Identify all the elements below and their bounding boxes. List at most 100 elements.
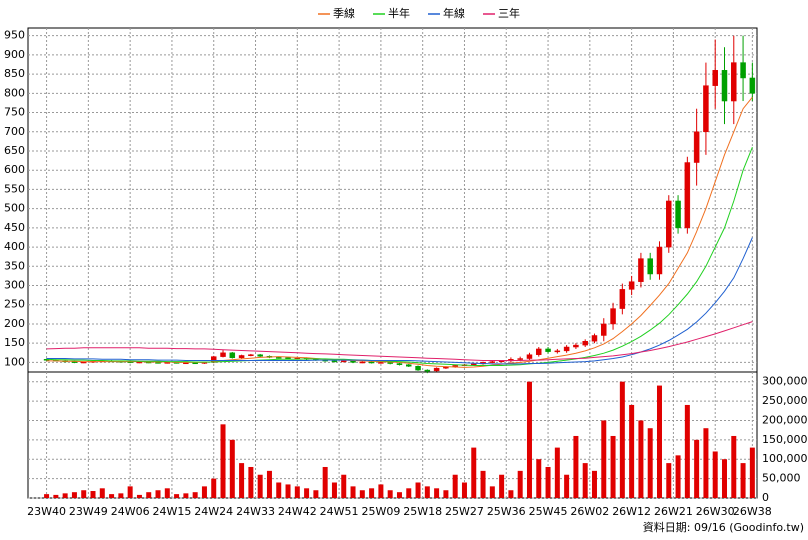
volume-bar — [155, 490, 161, 498]
y2-tick-label: 50,000 — [762, 472, 801, 485]
candle-body — [489, 361, 496, 363]
y-tick-label: 850 — [4, 67, 25, 80]
volume-bar — [489, 486, 495, 498]
volume-bar — [573, 435, 579, 498]
volume-bar — [71, 492, 77, 498]
volume-bar — [703, 428, 709, 498]
volume-bar — [304, 488, 310, 498]
volume-bar — [499, 474, 505, 498]
volume-bar — [694, 439, 700, 498]
x-tick-label: 25W36 — [487, 505, 526, 518]
ma-line — [46, 147, 753, 366]
footer: 資料日期: 09/16 (Goodinfo.tw) — [643, 520, 804, 534]
volume-bar — [536, 459, 542, 498]
candle-body — [192, 362, 198, 365]
ma-line — [46, 96, 753, 368]
x-tick-label: 25W45 — [529, 505, 568, 518]
volume-bar — [285, 484, 291, 498]
volume-bar — [266, 470, 272, 498]
candle-body — [628, 281, 635, 290]
y-tick-label: 300 — [4, 279, 25, 292]
volume-bar — [647, 428, 653, 498]
y-tick-label: 200 — [4, 317, 25, 330]
candle-body — [443, 366, 449, 369]
candle-body — [340, 360, 347, 363]
x-tick-label: 26W21 — [654, 505, 693, 518]
volume-bar — [359, 490, 365, 498]
y-tick-label: 550 — [4, 182, 25, 195]
volume-bar — [601, 420, 607, 498]
y-tick-label: 950 — [4, 29, 25, 42]
candle-body — [666, 200, 672, 248]
volume-bar — [721, 459, 727, 498]
candle-body — [433, 367, 440, 372]
candle-body — [573, 344, 579, 348]
x-tick-label: 25W09 — [361, 505, 400, 518]
candle-body — [693, 131, 700, 163]
legend-label: 年線 — [443, 6, 465, 20]
y-tick-label: 250 — [4, 298, 25, 311]
volume-bar — [629, 404, 635, 498]
volume-bar — [610, 435, 616, 498]
volume-bar — [369, 488, 375, 498]
x-tick-label: 24W33 — [236, 505, 275, 518]
volume-bar — [118, 493, 124, 498]
candle-body — [378, 362, 384, 364]
volume-bar — [81, 490, 87, 498]
x-tick-label: 25W27 — [445, 505, 484, 518]
y-tick-label: 800 — [4, 86, 25, 99]
candle-body — [721, 70, 728, 102]
y-tick-label: 100 — [4, 355, 25, 368]
candle-body — [257, 354, 263, 357]
candle-body — [749, 77, 756, 94]
candle-body — [396, 363, 403, 365]
candle-body — [229, 352, 236, 359]
y2-tick-label: 150,000 — [762, 433, 808, 446]
candle-body — [545, 348, 551, 352]
candle-body — [647, 258, 653, 275]
legend-label: 半年 — [388, 6, 410, 20]
candle-body — [248, 354, 254, 356]
y2-tick-label: 0 — [762, 491, 769, 504]
x-tick-label: 24W51 — [320, 505, 359, 518]
volume-bar — [396, 492, 402, 498]
volume-bar — [53, 494, 59, 498]
candle-body — [619, 289, 626, 309]
ma-line — [46, 321, 753, 361]
y-tick-label: 600 — [4, 163, 25, 176]
candle-body — [238, 355, 245, 359]
volume-bar — [712, 451, 718, 498]
candle-body — [684, 162, 691, 229]
volume-bar — [146, 492, 152, 498]
volume-bar — [248, 466, 254, 498]
volume-bar — [564, 474, 570, 498]
plot-frame — [27, 27, 758, 499]
volume-bar — [127, 486, 133, 498]
candle-body — [591, 335, 598, 342]
y-tick-label: 700 — [4, 125, 25, 138]
x-tick-label: 23W49 — [69, 505, 108, 518]
volume-bar — [99, 488, 105, 498]
volume-bar — [294, 486, 300, 498]
legend-label: 三年 — [498, 6, 520, 20]
volume-bar — [164, 488, 170, 498]
x-tick-label: 24W24 — [194, 505, 233, 518]
candle-body — [285, 357, 291, 360]
volume-bar — [331, 482, 337, 498]
volume-bar — [211, 478, 217, 498]
candle-body — [675, 200, 681, 229]
candle-body — [703, 85, 709, 133]
volume-bar — [62, 493, 68, 498]
candle-body — [517, 358, 523, 360]
y-tick-label: 500 — [4, 202, 25, 215]
candle-body — [610, 308, 616, 325]
volume-bar — [740, 463, 746, 498]
volume-bar — [322, 466, 328, 498]
candle-body — [712, 70, 718, 86]
volume-bar — [276, 482, 282, 498]
volume-bar — [174, 494, 180, 498]
candle-body — [80, 361, 87, 364]
y-tick-label: 450 — [4, 221, 25, 234]
volume-bar — [526, 381, 532, 498]
x-tick-label: 24W15 — [153, 505, 192, 518]
